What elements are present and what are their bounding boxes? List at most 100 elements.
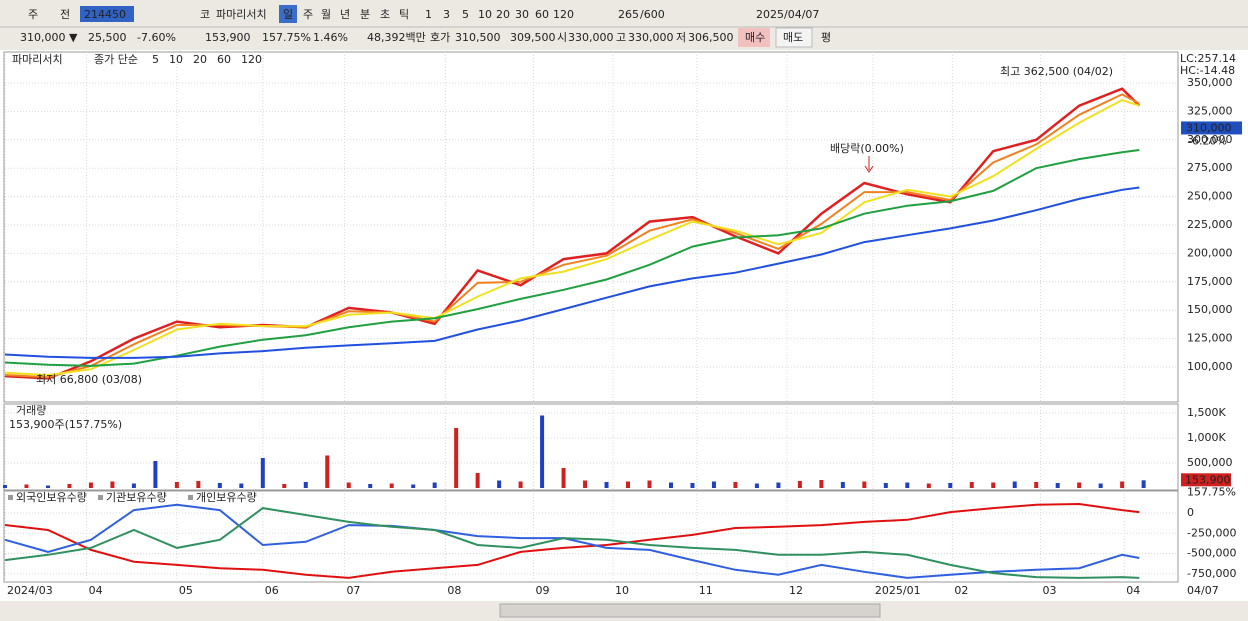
x-tick-label: 05 — [179, 584, 193, 597]
annotation: 최고 362,500 (04/02) — [1000, 65, 1113, 78]
toolbar-item: 년 — [340, 8, 350, 21]
last-volume-box — [1181, 473, 1231, 487]
toolbar-item: /600 — [640, 8, 665, 21]
toolbar-item: 3 — [443, 8, 450, 21]
volume-bar — [1012, 481, 1017, 488]
toolbar-item: 1 — [425, 8, 432, 21]
y-tick-label: 1,500K — [1187, 406, 1226, 419]
y-tick-label: 250,000 — [1187, 190, 1233, 203]
toolbar-item: 214450 — [84, 8, 126, 21]
right-label: LC:257.14 — [1180, 52, 1236, 65]
volume-bar — [389, 483, 394, 488]
legend-swatch — [8, 495, 13, 500]
buy-button[interactable] — [738, 28, 770, 47]
toolbar-item: 2025/04/07 — [756, 8, 819, 21]
volume-bar — [604, 482, 609, 488]
quote-item: 310,000 ▼ — [20, 31, 78, 44]
volume-bar — [475, 473, 480, 488]
y-tick-label: 275,000 — [1187, 161, 1233, 174]
quote-item: 25,500 — [88, 31, 127, 44]
x-tick-label: 06 — [265, 584, 279, 597]
marker — [864, 156, 874, 173]
volume-bar — [411, 484, 416, 488]
volume-bar — [24, 484, 29, 488]
x-tick-label: 12 — [789, 584, 803, 597]
x-tick-label: 10 — [615, 584, 629, 597]
legend-item: 5 — [152, 53, 159, 66]
volume-bar — [969, 482, 974, 488]
x-tick-label: 03 — [1043, 584, 1057, 597]
y-tick-label: 150,000 — [1187, 303, 1233, 316]
legend-title: 종가 단순 — [94, 53, 138, 66]
quote-item: -7.60% — [137, 31, 176, 44]
toolbar-item: 5 — [462, 8, 469, 21]
last-price-box — [1181, 121, 1242, 135]
price-title: 파마리서치 — [12, 53, 63, 66]
scroll-thumb[interactable] — [499, 603, 881, 618]
x-tick-label: 04 — [89, 584, 103, 597]
volume-bar — [668, 482, 673, 488]
day-button[interactable] — [279, 5, 297, 23]
legend-item: 60 — [217, 53, 231, 66]
quote-item: 309,500 — [510, 31, 556, 44]
volume-bar — [260, 458, 265, 488]
quote-item: 매도 — [783, 31, 803, 44]
quote-item: 330,000 — [628, 31, 674, 44]
last-volume-change: 157.75% — [1187, 485, 1236, 498]
toolbar-item: 30 — [515, 8, 529, 21]
quote-item: 153,900 — [205, 31, 251, 44]
series-line — [4, 149, 1140, 367]
holdings-panel — [3, 490, 1179, 583]
volume-bar — [239, 483, 244, 488]
price-panel — [3, 51, 1179, 403]
x-tick-label: 2025/01 — [875, 584, 921, 597]
quote-item: 1.46% — [313, 31, 348, 44]
y-tick-label: 100,000 — [1187, 360, 1233, 373]
volume-bar — [883, 483, 888, 488]
y-tick-label: 175,000 — [1187, 275, 1233, 288]
y-tick-label: -500,000 — [1187, 547, 1236, 560]
y-tick-label: -750,000 — [1187, 567, 1236, 580]
volume-bar — [1141, 480, 1146, 488]
toolbar-item: 파마리서치 — [216, 8, 267, 21]
y-tick-label: 200,000 — [1187, 246, 1233, 259]
toolbar-item: 분 — [360, 8, 370, 21]
volume-bar — [991, 482, 996, 488]
volume-bar — [583, 480, 588, 488]
code-input[interactable] — [80, 6, 134, 22]
toolbar-item: 월 — [321, 8, 331, 21]
y-tick-label: 500,000 — [1187, 456, 1233, 469]
volume-bar — [862, 481, 867, 488]
y-tick-label: 300,000 — [1187, 133, 1233, 146]
volume-bar — [1098, 483, 1103, 488]
legend-item: 20 — [193, 53, 207, 66]
volume-title: 거래량 — [16, 404, 46, 417]
series-line — [4, 507, 1140, 579]
volume-bar — [174, 482, 179, 488]
toolbar-item: 주 — [28, 8, 38, 21]
end-date: 04/07 — [1187, 584, 1219, 597]
volume-bar — [67, 484, 72, 488]
quote-item: 호가 — [430, 31, 450, 44]
y-tick-label: 350,000 — [1187, 76, 1233, 89]
series-line — [4, 99, 1140, 377]
annotation: 배당락(0.00%) — [830, 142, 904, 155]
quote-item: 시 — [557, 31, 567, 44]
y-tick-label: 1,000K — [1187, 431, 1226, 444]
y-tick-label: 125,000 — [1187, 332, 1233, 345]
quote-item: 저 — [676, 31, 686, 44]
volume-bar — [905, 482, 910, 488]
volume-bar — [88, 482, 93, 488]
volume-bar — [346, 482, 351, 488]
volume-bar — [196, 481, 201, 488]
sell-button[interactable] — [775, 27, 813, 48]
toolbar-item: 주 — [303, 8, 313, 21]
toolbar-item: 265 — [618, 8, 639, 21]
x-tick-label: 09 — [535, 584, 549, 597]
legend-item: 외국인보유수량 — [16, 491, 87, 504]
y-tick-label: 325,000 — [1187, 104, 1233, 117]
series-line — [4, 186, 1140, 359]
volume-bar — [926, 483, 931, 488]
y-tick-label: 225,000 — [1187, 218, 1233, 231]
